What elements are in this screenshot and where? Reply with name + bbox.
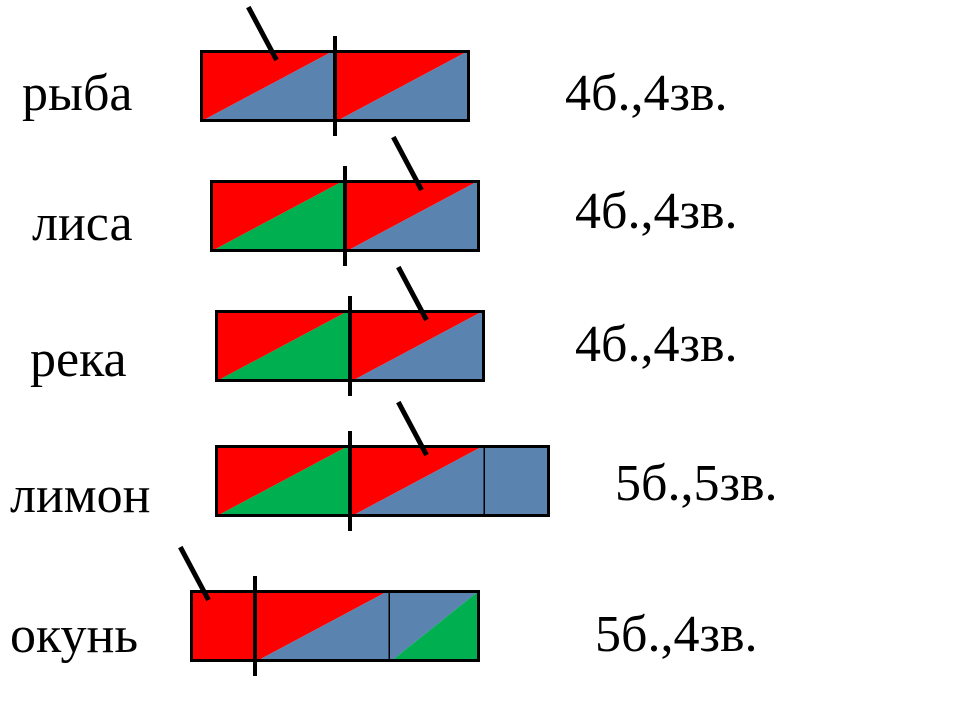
word-label: рыба: [22, 64, 132, 123]
syllable-separator: [333, 36, 337, 136]
word-label: лиса: [32, 194, 133, 253]
syllable-separator: [348, 296, 352, 396]
letter-sound-count: 4б.,4зв.: [575, 315, 738, 374]
syllable-separator: [343, 166, 347, 266]
letter-sound-count: 5б.,4зв.: [595, 605, 758, 664]
sound-diagram: [215, 445, 550, 517]
syllable-separator: [348, 431, 352, 531]
letter-sound-count: 5б.,5зв.: [615, 454, 778, 513]
word-label: лимон: [10, 466, 151, 525]
syllable-separator: [253, 576, 257, 676]
letter-sound-count: 4б.,4зв.: [575, 182, 738, 241]
sound-diagram: [190, 590, 480, 662]
letter-sound-count: 4б.,4зв.: [565, 64, 728, 123]
word-label: река: [30, 330, 127, 389]
word-label: окунь: [10, 606, 138, 665]
